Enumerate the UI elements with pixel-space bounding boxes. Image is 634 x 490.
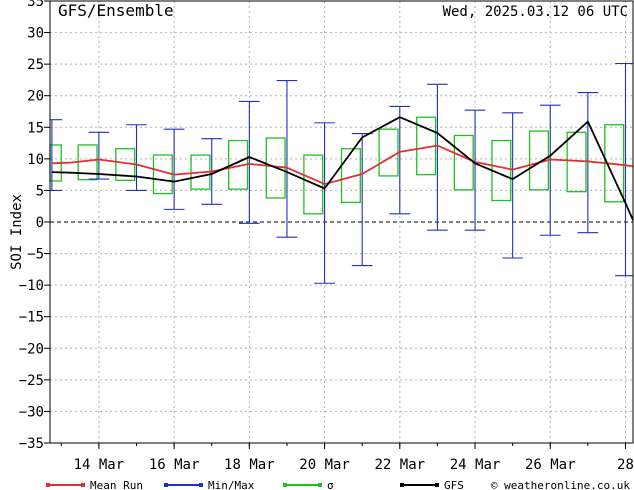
legend-swatch-end <box>318 483 322 487</box>
legend: Mean Run Min/Max σ GFS <box>46 479 464 490</box>
x-tick-label: 26 Mar <box>525 457 576 473</box>
legend-label: σ <box>327 479 334 490</box>
y-tick-label: 20 <box>27 89 44 105</box>
legend-swatch-end <box>199 483 203 487</box>
y-tick-label: 5 <box>36 183 44 199</box>
x-tick-label: 16 Mar <box>149 457 200 473</box>
sigma-box <box>152 154 173 195</box>
y-tick-label: 10 <box>27 152 44 168</box>
y-tick-label: 35 <box>27 0 44 10</box>
y-axis-label: SOI Index <box>9 194 25 270</box>
gfs-line <box>51 116 634 221</box>
y-tick-label: −25 <box>19 373 44 389</box>
x-tick-label: 14 Mar <box>74 457 125 473</box>
x-tick-label: 24 Mar <box>450 457 501 473</box>
legend-label: Min/Max <box>208 479 255 490</box>
x-tick-labels: 14 Mar 16 Mar 18 Mar 20 Mar 22 Mar 24 Mar 26 M… <box>60 443 634 473</box>
y-tick-label: −15 <box>19 310 44 326</box>
sigma-box <box>453 134 474 191</box>
y-tick-label: 15 <box>27 120 44 136</box>
y-tick-label: −20 <box>19 341 44 357</box>
legend-swatch-end <box>81 483 85 487</box>
chart-title: GFS/Ensemble <box>58 1 174 20</box>
legend-swatch-end <box>400 483 404 487</box>
y-tick-label: −35 <box>19 436 44 452</box>
legend-label: GFS <box>444 479 464 490</box>
legend-swatch-end <box>435 483 439 487</box>
y-tick-labels: 35 30 25 20 15 10 5 0 −5 −10 −15 −20 −25 −30 −35 <box>19 0 50 452</box>
sigma-box <box>340 148 361 204</box>
credit-text: © weatheronline.co.uk <box>491 479 630 490</box>
legend-swatch-end <box>46 483 50 487</box>
y-tick-label: −10 <box>19 278 44 294</box>
y-tick-label: −30 <box>19 404 44 420</box>
legend-swatch-end <box>283 483 287 487</box>
sigma-box <box>303 154 324 215</box>
y-tick-label: −5 <box>27 247 44 263</box>
y-tick-label: 25 <box>27 57 44 73</box>
grid <box>50 1 633 443</box>
mean-run-line <box>51 144 634 186</box>
y-tick-label: 30 <box>27 26 44 42</box>
sigma-box <box>491 139 512 202</box>
x-tick-label: 28 <box>617 457 634 473</box>
x-tick-label: 22 Mar <box>375 457 426 473</box>
series-lines <box>51 116 634 221</box>
legend-swatch-end <box>164 483 168 487</box>
run-timestamp: Wed, 2025.03.12 06 UTC <box>443 4 628 20</box>
y-tick-label: 0 <box>36 215 44 231</box>
legend-label: Mean Run <box>90 479 143 490</box>
x-tick-label: 20 Mar <box>299 457 350 473</box>
x-tick-label: 18 Mar <box>224 457 275 473</box>
sigma-box <box>378 128 399 177</box>
